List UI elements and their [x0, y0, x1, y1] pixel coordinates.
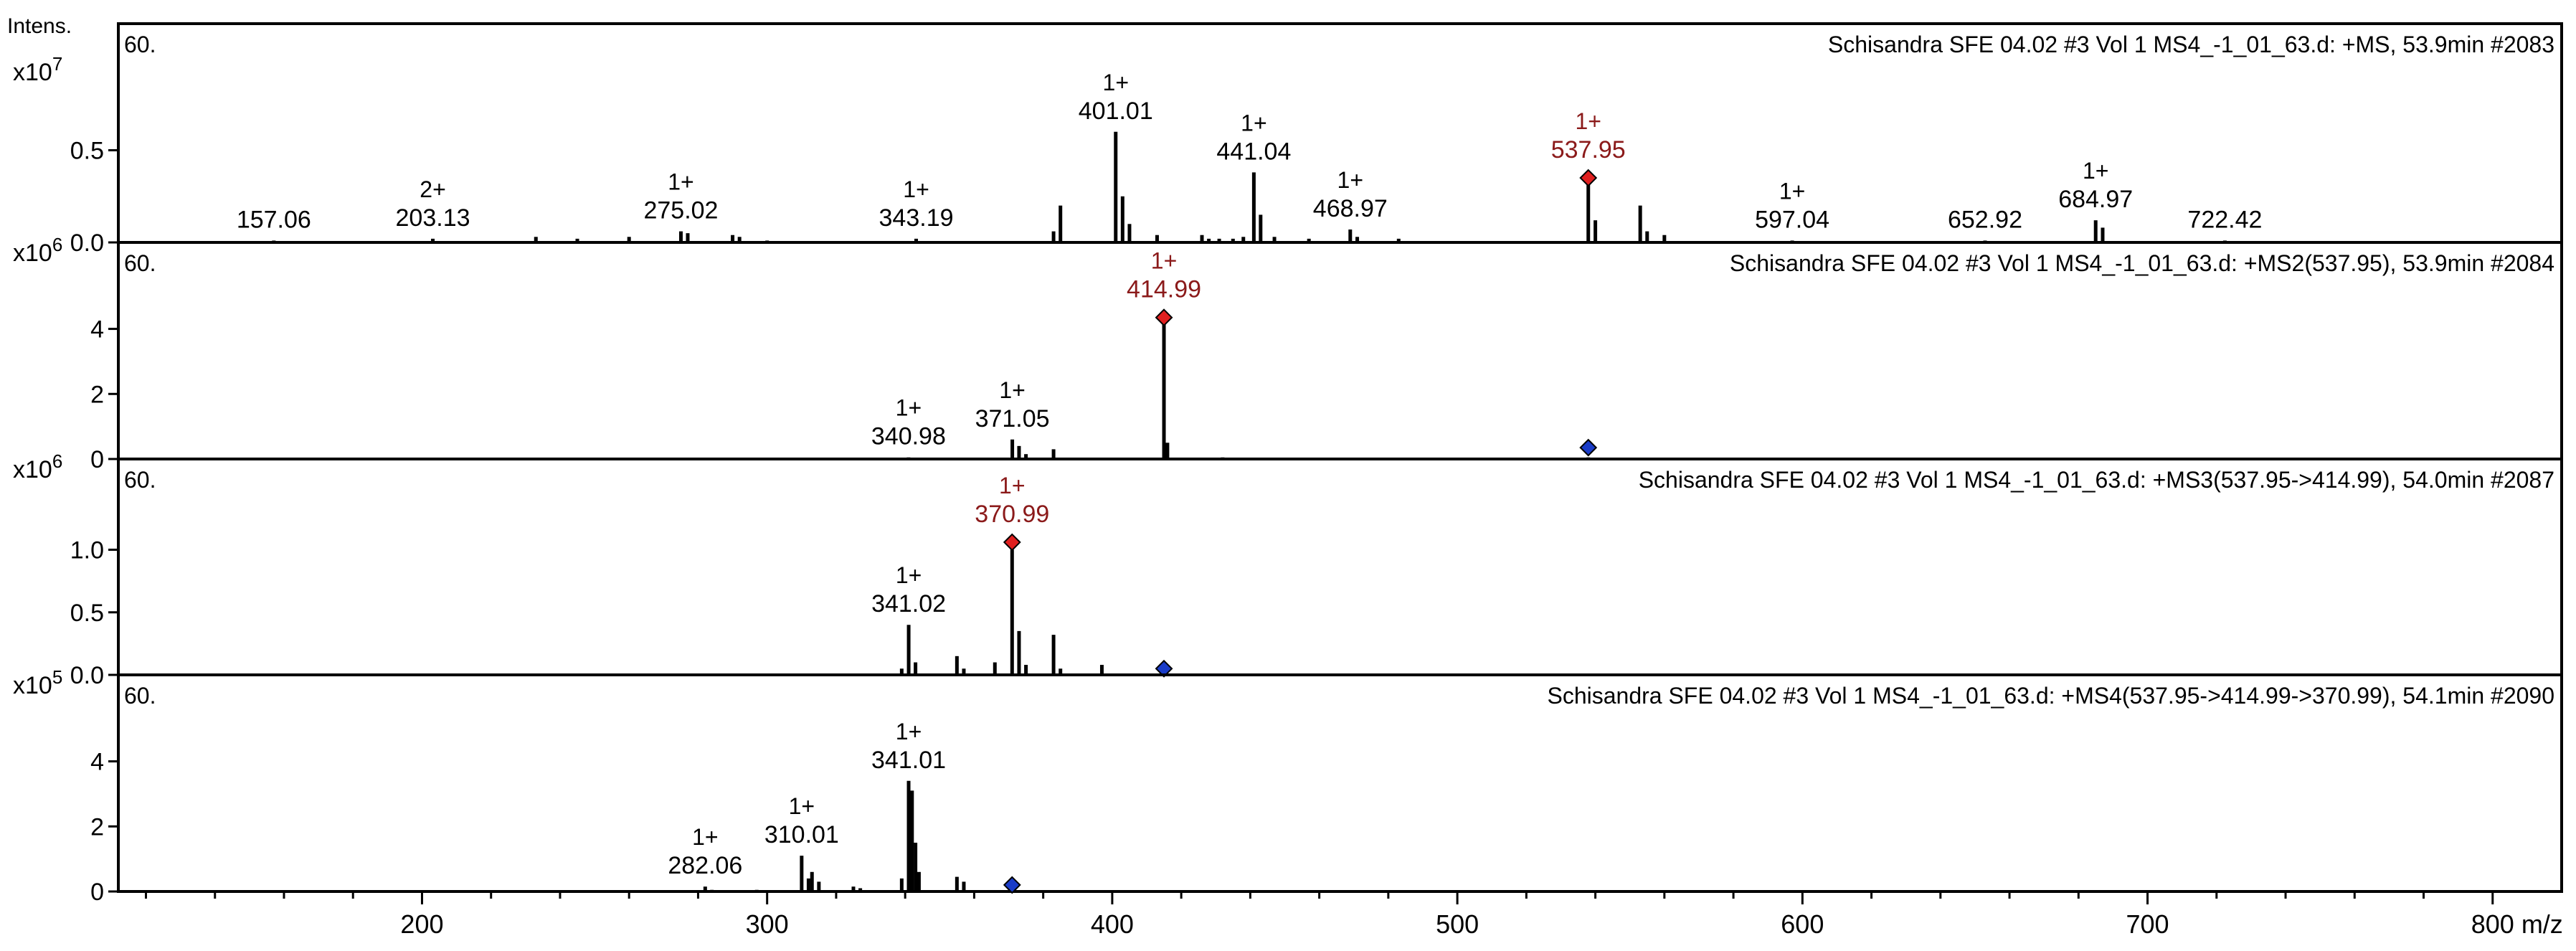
panel-tag: 60. [124, 683, 156, 709]
isolation-marker [1579, 438, 1598, 457]
peak-label: 722.42 [2187, 206, 2262, 233]
precursor-marker [1579, 169, 1598, 187]
peak-label: 203.13 [396, 204, 470, 232]
peak-label: 401.01 [1079, 98, 1153, 125]
peak-label: 414.99 [1127, 276, 1201, 303]
y-tick-label: 2 [90, 813, 104, 841]
exponent-label: x105 [13, 666, 62, 699]
charge-label: 1+ [2083, 158, 2108, 184]
peak-label: 157.06 [237, 206, 311, 233]
y-tick-label: 4 [90, 316, 104, 344]
peak-label: 468.97 [1313, 195, 1388, 222]
exponent-label: x106 [13, 234, 62, 267]
charge-label: 1+ [896, 562, 922, 588]
y-tick-label: 0 [90, 879, 104, 906]
charge-label: 1+ [903, 176, 929, 202]
spectrum-panel-2: x106 60. Schisandra SFE 04.02 #3 Vol 1 MS4… [13, 234, 2563, 473]
spectrum-panel-1: x107 60. Schisandra SFE 04.02 #3 Vol 1 MS4… [13, 22, 2563, 257]
peak-label: 652.92 [1948, 206, 2022, 233]
panel-header: Schisandra SFE 04.02 #3 Vol 1 MS4_-1_01_… [1828, 32, 2554, 57]
peak-label: 341.01 [871, 747, 946, 774]
y-tick-label: 0 [90, 446, 104, 473]
x-tick-label: 500 [1436, 909, 1479, 939]
y-tick-label: 0.5 [70, 138, 104, 165]
peak-label: 597.04 [1755, 206, 1829, 233]
charge-label: 1+ [1151, 248, 1177, 274]
panel-tag: 60. [124, 467, 156, 493]
isolation-marker [1003, 876, 1021, 894]
exponent-label: x106 [13, 450, 62, 483]
peak-label: 371.05 [975, 405, 1050, 432]
peak-label: 275.02 [643, 197, 718, 224]
x-tick-label: 700 [2126, 909, 2169, 939]
y-tick-label: 1.0 [70, 537, 104, 564]
peak-label: 310.01 [764, 821, 839, 848]
precursor-marker [1155, 308, 1173, 327]
charge-label: 1+ [896, 395, 922, 421]
peak-label: 343.19 [879, 204, 954, 232]
charge-label: 1+ [999, 377, 1025, 403]
spectrum-panels: x107 60. Schisandra SFE 04.02 #3 Vol 1 MS4… [13, 22, 2563, 906]
charge-label: 1+ [1103, 70, 1129, 95]
charge-label: 1+ [1779, 178, 1805, 204]
y-tick-label: 4 [90, 749, 104, 776]
peak-label: 441.04 [1216, 138, 1291, 165]
charge-label: 1+ [668, 169, 693, 195]
peak-label: 282.06 [668, 852, 742, 879]
charge-label: 1+ [1575, 108, 1601, 134]
charge-label: 1+ [789, 793, 815, 819]
y-tick-label: 0.0 [70, 230, 104, 257]
exponent-label: x107 [13, 53, 62, 86]
peak-label: 341.02 [871, 590, 946, 618]
panel-header: Schisandra SFE 04.02 #3 Vol 1 MS4_-1_01_… [1639, 467, 2554, 493]
isolation-marker [1155, 659, 1173, 678]
panel-header: Schisandra SFE 04.02 #3 Vol 1 MS4_-1_01_… [1547, 683, 2554, 709]
x-axis: 200 300 400 500 600 700 800 m/z [144, 891, 2563, 939]
y-tick-label: 0.0 [70, 662, 104, 689]
y-tick-label: 2 [90, 381, 104, 408]
peak-label: 684.97 [2058, 186, 2133, 213]
x-tick-label: 600 [1781, 909, 1824, 939]
charge-label: 1+ [999, 473, 1025, 498]
panel-tag: 60. [124, 250, 156, 276]
peak-label: 340.98 [871, 423, 946, 450]
peak-label: 370.99 [975, 501, 1049, 528]
charge-label: 1+ [896, 719, 922, 744]
precursor-marker [1003, 533, 1021, 552]
charge-label: 2+ [420, 176, 445, 202]
panel-header: Schisandra SFE 04.02 #3 Vol 1 MS4_-1_01_… [1730, 250, 2554, 276]
spectrum-panel-3: x106 60. Schisandra SFE 04.02 #3 Vol 1 MS4… [13, 450, 2563, 689]
charge-label: 1+ [1337, 167, 1363, 193]
x-tick-label: 300 [746, 909, 789, 939]
peak-label: 537.95 [1551, 136, 1626, 164]
y-tick-label: 0.5 [70, 600, 104, 627]
x-tick-label: 800 m/z [2471, 909, 2563, 939]
spectrum-panel-4: x105 60. Schisandra SFE 04.02 #3 Vol 1 MS4… [13, 666, 2563, 906]
x-tick-label: 400 [1091, 909, 1134, 939]
charge-label: 1+ [692, 824, 718, 850]
x-tick-label: 200 [400, 909, 443, 939]
y-axis-title: Intens. [7, 14, 72, 38]
panel-tag: 60. [124, 32, 156, 57]
charge-label: 1+ [1241, 110, 1266, 136]
